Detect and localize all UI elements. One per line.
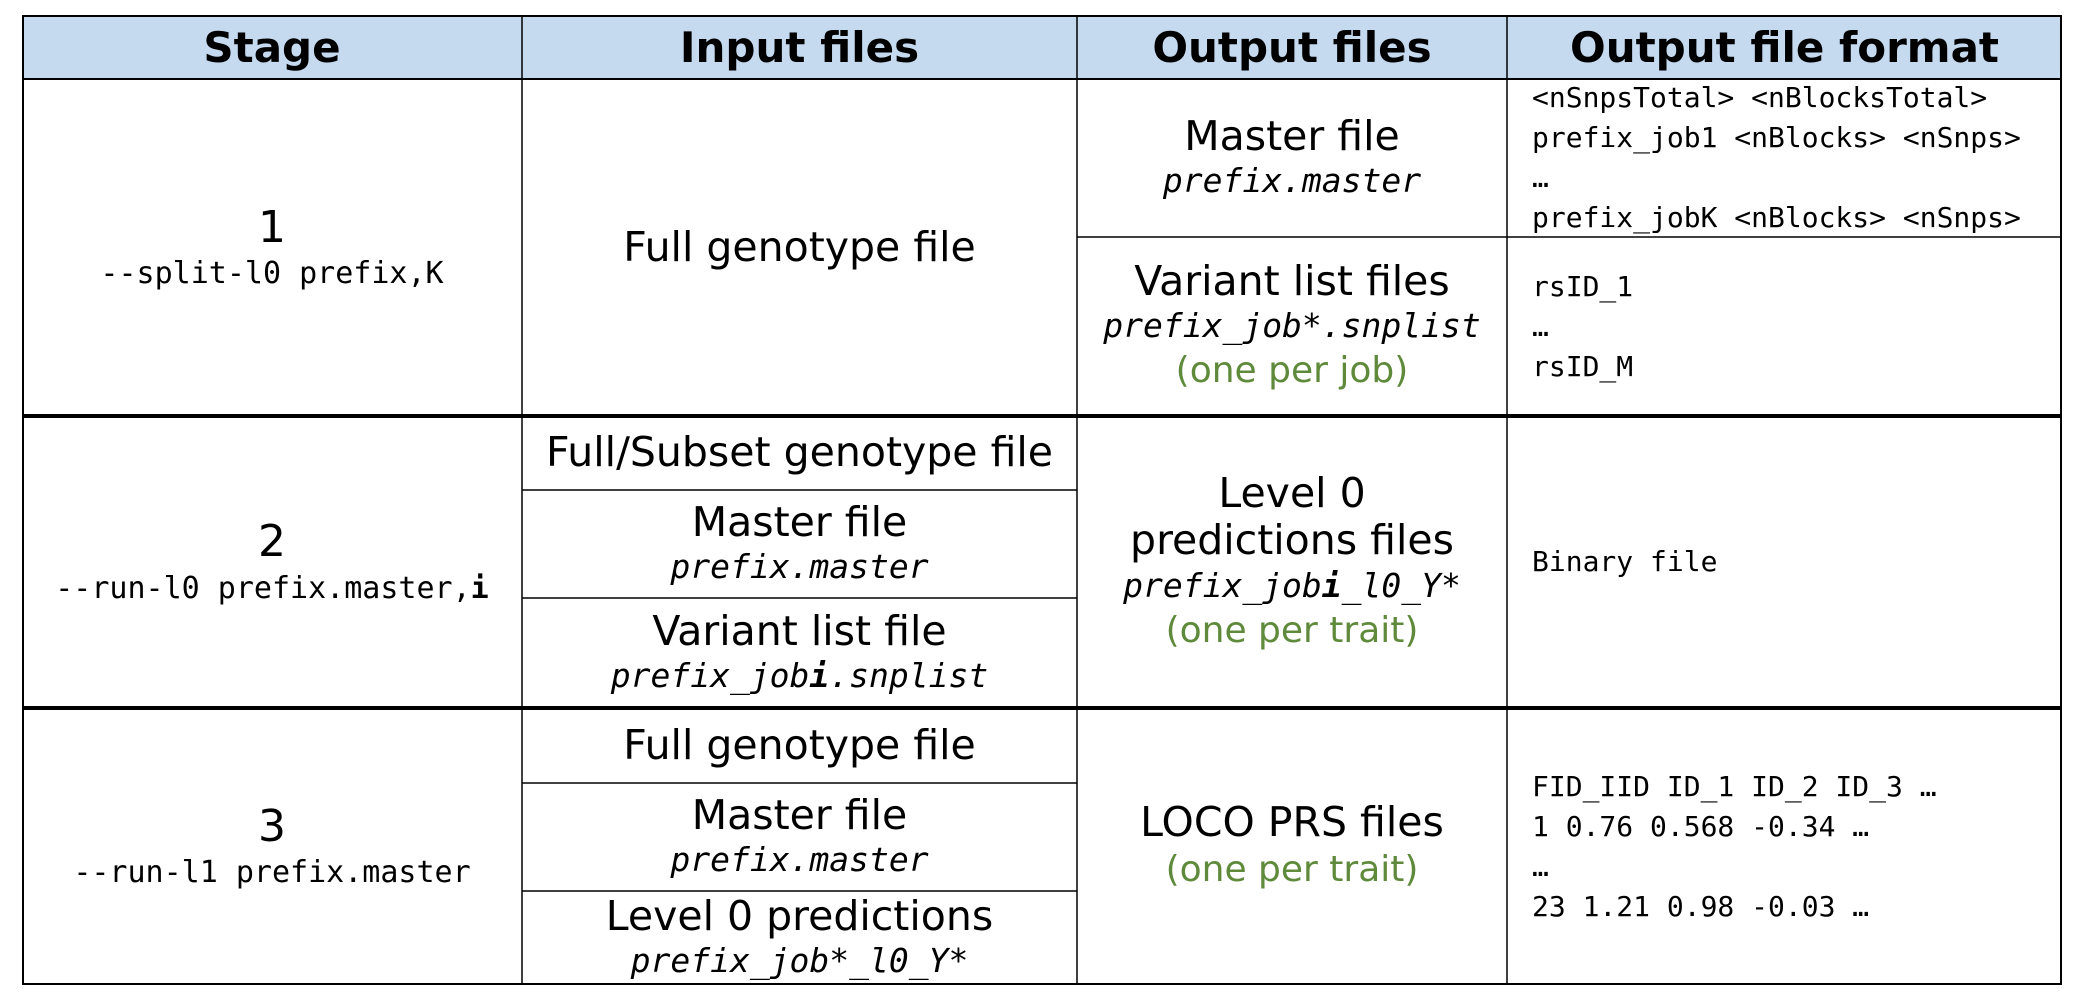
pattern-index: i — [809, 656, 830, 696]
output-file-name-line2: predictions files — [1130, 516, 1454, 565]
pattern-prefix: prefix_job — [610, 656, 810, 696]
pattern-index: i — [1321, 565, 1342, 605]
stage-1-cell: 1 --split-l0 prefix,K — [22, 79, 522, 416]
input-file-name: Master file — [691, 497, 908, 546]
command-index: i — [470, 570, 489, 606]
stage-number: 3 — [258, 800, 286, 852]
input-file-pattern: prefix_jobi.snplist — [611, 655, 989, 698]
header-input-files: Input files — [679, 22, 920, 72]
format-variant-list-files: rsID_1 … rsID_M — [1507, 237, 2062, 416]
format-line: … — [1532, 161, 1549, 194]
format-line: prefix_job1 <nBlocks> <nSnps> — [1532, 121, 2021, 154]
input-full-genotype-file: Full genotype file — [522, 79, 1077, 416]
input-master-file: Master file prefix.master — [522, 490, 1077, 598]
stage-files-table: Stage Input files Output files Output fi… — [22, 15, 2062, 985]
format-line: … — [1532, 849, 1549, 883]
output-file-pattern: prefix_jobi_l0_Y* — [1123, 565, 1461, 608]
format-line: FID_IID ID_1 ID_2 ID_3 … — [1532, 769, 1937, 803]
pattern-suffix: .snplist — [829, 656, 989, 696]
input-file-name: Full/Subset genotype file — [545, 428, 1054, 477]
input-level0-predictions: Level 0 predictions prefix_job*_l0_Y* — [522, 891, 1077, 985]
format-master-file: <nSnpsTotal> <nBlocksTotal> prefix_job1 … — [1507, 79, 2062, 237]
header-output-files: Output files — [1152, 22, 1432, 72]
output-note: (one per trait) — [1165, 609, 1419, 651]
pattern-suffix: _l0_Y* — [1341, 565, 1461, 605]
output-file-name: Variant list files — [1134, 256, 1450, 305]
stage-command: --split-l0 prefix,K — [100, 256, 444, 292]
format-line: Binary file — [1532, 545, 1718, 578]
header-output-file-format: Output file format — [1569, 22, 1999, 72]
stage-command: --run-l1 prefix.master — [73, 855, 471, 891]
input-file-name: Master file — [691, 790, 908, 839]
format-line: prefix_jobK <nBlocks> <nSnps> — [1532, 201, 2021, 234]
stage-command: --run-l0 prefix.master,i — [55, 569, 488, 608]
output-note: (one per job) — [1175, 350, 1409, 392]
stage-3-cell: 3 --run-l1 prefix.master — [22, 708, 522, 985]
format-line: <nSnpsTotal> <nBlocksTotal> — [1532, 81, 1988, 114]
header-stage: Stage — [203, 22, 341, 72]
input-variant-list-file: Variant list file prefix_jobi.snplist — [522, 598, 1077, 708]
stage-number: 2 — [258, 516, 286, 568]
input-file-name: Full genotype file — [623, 720, 976, 769]
stage-number: 1 — [258, 201, 286, 253]
input-file-name: Level 0 predictions — [605, 891, 994, 940]
input-file-pattern: prefix_job*_l0_Y* — [630, 941, 969, 981]
input-full-subset-genotype-file: Full/Subset genotype file — [522, 416, 1077, 490]
format-line: rsID_1 — [1532, 269, 1634, 303]
output-loco-prs-files: LOCO PRS files (one per trait) — [1077, 708, 1507, 985]
output-master-file: Master file prefix.master — [1077, 79, 1507, 237]
input-file-pattern: prefix.master — [670, 547, 929, 587]
input-file-pattern: prefix.master — [670, 840, 929, 880]
input-full-genotype-file: Full genotype file — [522, 708, 1077, 783]
stage-2-cell: 2 --run-l0 prefix.master,i — [22, 416, 522, 708]
format-level0-predictions: Binary file — [1507, 416, 2062, 708]
format-line: 1 0.76 0.568 -0.34 … — [1532, 809, 1870, 843]
output-file-name: Master file — [1184, 111, 1400, 160]
input-file-name: Full genotype file — [623, 222, 976, 271]
format-loco-prs: FID_IID ID_1 ID_2 ID_3 … 1 0.76 0.568 -0… — [1507, 708, 2062, 985]
format-line: … — [1532, 309, 1549, 343]
output-file-name: LOCO PRS files — [1140, 798, 1444, 847]
command-text: --run-l0 prefix.master, — [55, 570, 471, 606]
format-line: 23 1.21 0.98 -0.03 … — [1532, 889, 1870, 923]
output-file-pattern: prefix.master — [1162, 161, 1422, 201]
output-note: (one per trait) — [1165, 848, 1419, 890]
output-level0-predictions-files: Level 0 predictions files prefix_jobi_l0… — [1077, 416, 1507, 708]
output-variant-list-files: Variant list files prefix_job*.snplist (… — [1077, 237, 1507, 416]
input-master-file: Master file prefix.master — [522, 783, 1077, 891]
input-file-name: Variant list file — [652, 606, 947, 655]
format-line: rsID_M — [1532, 349, 1634, 383]
output-file-name-line1: Level 0 — [1218, 468, 1366, 517]
output-file-pattern: prefix_job*.snplist — [1103, 306, 1481, 346]
pattern-prefix: prefix_job — [1123, 565, 1322, 605]
